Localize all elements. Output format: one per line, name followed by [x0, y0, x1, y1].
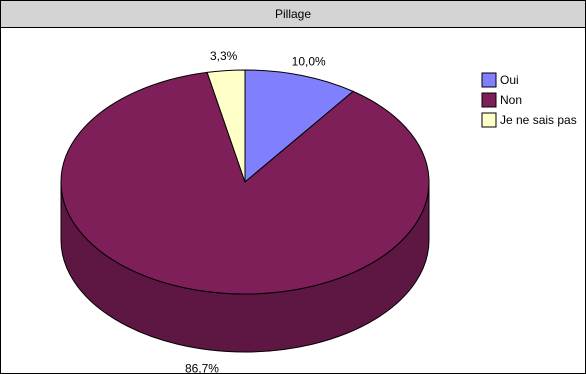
legend-swatch-je-ne-sais-pas: [481, 112, 497, 128]
pie-slice-je-ne-sais-pas: [206, 69, 246, 183]
data-label-je-ne-sais-pas: 3,3%: [210, 49, 238, 63]
legend-label-oui: Oui: [500, 73, 519, 87]
legend-swatch-oui: [481, 72, 497, 88]
data-label-non: 86,7%: [185, 361, 219, 374]
data-label-oui: 10,0%: [292, 54, 326, 68]
legend: Oui Non Je ne sais pas: [481, 72, 577, 128]
pie-slice-oui: [244, 69, 355, 184]
legend-swatch-non: [481, 92, 497, 108]
data-labels: 10,0% 86,7% 3,3%: [185, 49, 326, 374]
chart-title-bar: Pillage: [1, 1, 585, 28]
legend-label-non: Non: [500, 93, 522, 107]
pie-slices: [60, 69, 430, 295]
legend-label-je-ne-sais-pas: Je ne sais pas: [500, 113, 577, 127]
chart-title: Pillage: [274, 7, 312, 21]
pie-slice-non: [60, 71, 430, 295]
